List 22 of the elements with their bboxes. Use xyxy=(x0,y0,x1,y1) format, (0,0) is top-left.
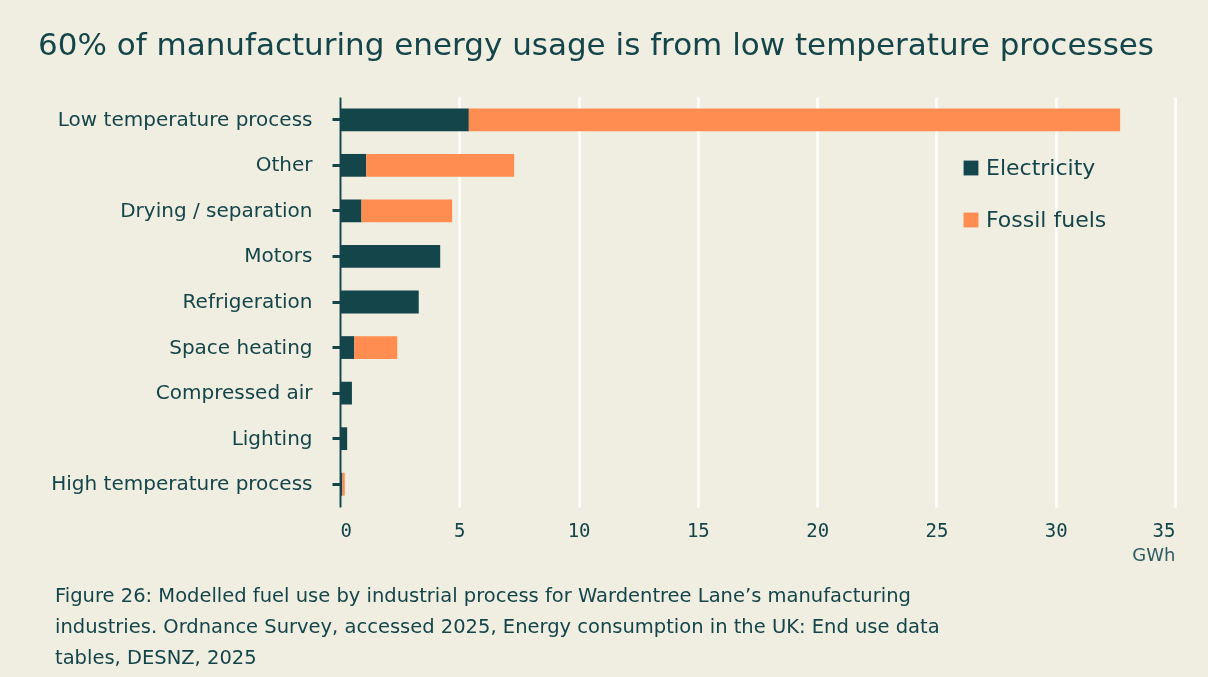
legend-label: Electricity xyxy=(986,155,1096,180)
y-tick-label: Motors xyxy=(244,243,313,268)
x-tick-label: 30 xyxy=(1044,518,1068,541)
x-axis-title: GWh xyxy=(1132,543,1176,565)
x-tick-label: 20 xyxy=(806,518,830,541)
y-tick-label: Drying / separation xyxy=(120,197,313,222)
chart-title: 60% of manufacturing energy usage is from low temperature processes xyxy=(38,26,1154,62)
y-tick-label: Low temperature process xyxy=(57,106,313,131)
x-tick-label: 35 xyxy=(1152,518,1176,541)
y-tick-label: High temperature process xyxy=(51,471,313,496)
y-tick-label: Refrigeration xyxy=(182,289,313,313)
y-tick-label: Lighting xyxy=(231,425,313,450)
y-tick-label: Space heating xyxy=(169,334,313,359)
x-tick-label: 5 xyxy=(454,518,466,541)
x-tick-label: 25 xyxy=(925,518,949,541)
legend-label: Fossil fuels xyxy=(986,207,1107,232)
caption: Figure 26: Modelled fuel use by industrial process for Wardentree Lane’s manufacturing industries. Ordnance Survey, accessed 2025, Energy consumption in the UK: End use data tables, DESNZ, 2025 xyxy=(55,583,941,671)
x-tick-label: 10 xyxy=(567,518,591,541)
x-tick-label: 15 xyxy=(686,518,710,541)
x-tick-label: 0 xyxy=(340,518,352,541)
y-tick-label: Compressed air xyxy=(155,380,314,405)
y-tick-label: Other xyxy=(255,152,314,177)
